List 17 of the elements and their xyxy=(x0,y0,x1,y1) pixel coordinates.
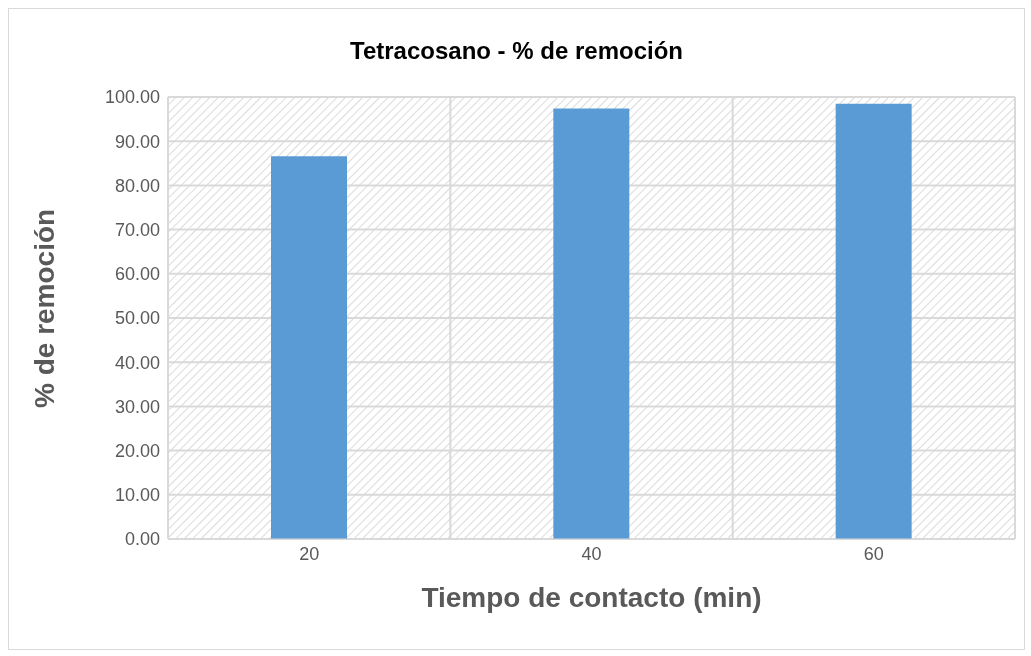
y-tick-label: 90.00 xyxy=(114,131,160,152)
y-axis-title: % de remoción xyxy=(28,208,60,408)
y-tick-label: 70.00 xyxy=(114,219,160,240)
x-tick-label: 20 xyxy=(299,543,320,564)
y-tick-label: 30.00 xyxy=(114,396,160,417)
y-tick-label: 60.00 xyxy=(114,264,160,285)
y-tick-label: 20.00 xyxy=(114,440,160,461)
x-axis-title: Tiempo de contacto (min) xyxy=(421,582,762,613)
y-tick-label: 10.00 xyxy=(114,485,160,506)
x-tick-label: 40 xyxy=(581,543,602,564)
y-tick-label: 40.00 xyxy=(114,352,160,373)
y-tick-label: 80.00 xyxy=(114,175,160,196)
x-tick-label: 60 xyxy=(863,543,884,564)
y-tick-label: 50.00 xyxy=(114,308,160,329)
y-tick-label: 100.00 xyxy=(104,87,160,108)
chart-title: Tetracosano - % de remoción xyxy=(349,37,684,65)
y-tick-label: 0.00 xyxy=(124,529,160,550)
